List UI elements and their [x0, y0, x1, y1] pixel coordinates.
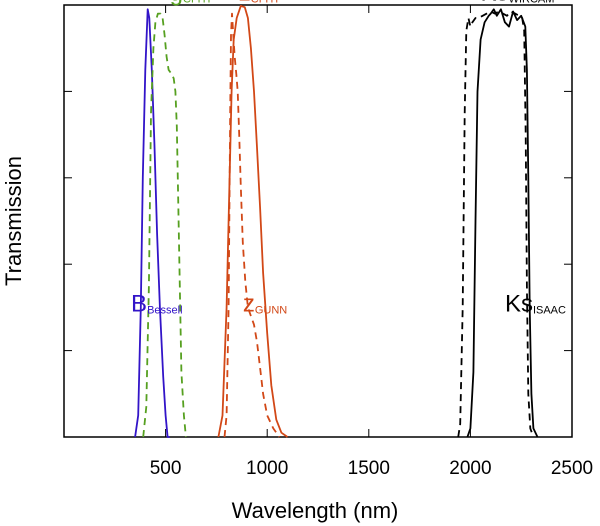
x-tick-label: 1500	[348, 458, 390, 479]
series-line	[457, 10, 535, 438]
series-line	[466, 8, 539, 438]
filter-label: zGUNN	[243, 291, 287, 318]
filter-label-main: z	[243, 291, 255, 318]
filter-label-sub: ISAAC	[533, 305, 566, 317]
x-axis-title: Wavelength (nm)	[232, 498, 399, 523]
filter-label-main: z	[239, 0, 251, 7]
x-tick-label: 2000	[449, 458, 491, 479]
filter-label: zCFHT	[239, 0, 281, 7]
filter-label-main: Ks	[481, 0, 509, 7]
filter-label-main: B	[131, 291, 147, 318]
y-axis-title: Transmission	[1, 156, 26, 286]
x-tick-label: 1000	[246, 458, 288, 479]
filter-label: gCFHT	[170, 0, 213, 7]
annotation-group: gCFHTzCFHTKsWIRCAMBBessellzGUNNKsISAAC	[131, 0, 566, 318]
series-line	[142, 12, 187, 438]
series-line	[223, 12, 281, 438]
filter-label-sub: CFHT	[251, 0, 281, 6]
x-tick-label: 2500	[551, 458, 593, 479]
plot-frame	[63, 4, 573, 438]
filter-label-main: Ks	[505, 291, 533, 318]
y-axis-ticks	[64, 4, 572, 438]
x-tick-label: 500	[150, 458, 182, 479]
filter-label-main: g	[170, 0, 183, 7]
filter-label-sub: Bessell	[147, 305, 182, 317]
filter-label: KsWIRCAM	[481, 0, 555, 7]
filter-label: BBessell	[131, 291, 182, 318]
filter-label-sub: WIRCAM	[509, 0, 555, 6]
series-group	[134, 5, 539, 438]
filter-label-sub: GUNN	[255, 305, 287, 317]
x-axis-ticks: 500 1000 1500 2000 2500	[150, 5, 593, 479]
filter-label-sub: CFHT	[183, 0, 213, 6]
filter-label: KsISAAC	[505, 291, 566, 318]
series-line	[217, 5, 289, 438]
series-line	[134, 8, 170, 438]
